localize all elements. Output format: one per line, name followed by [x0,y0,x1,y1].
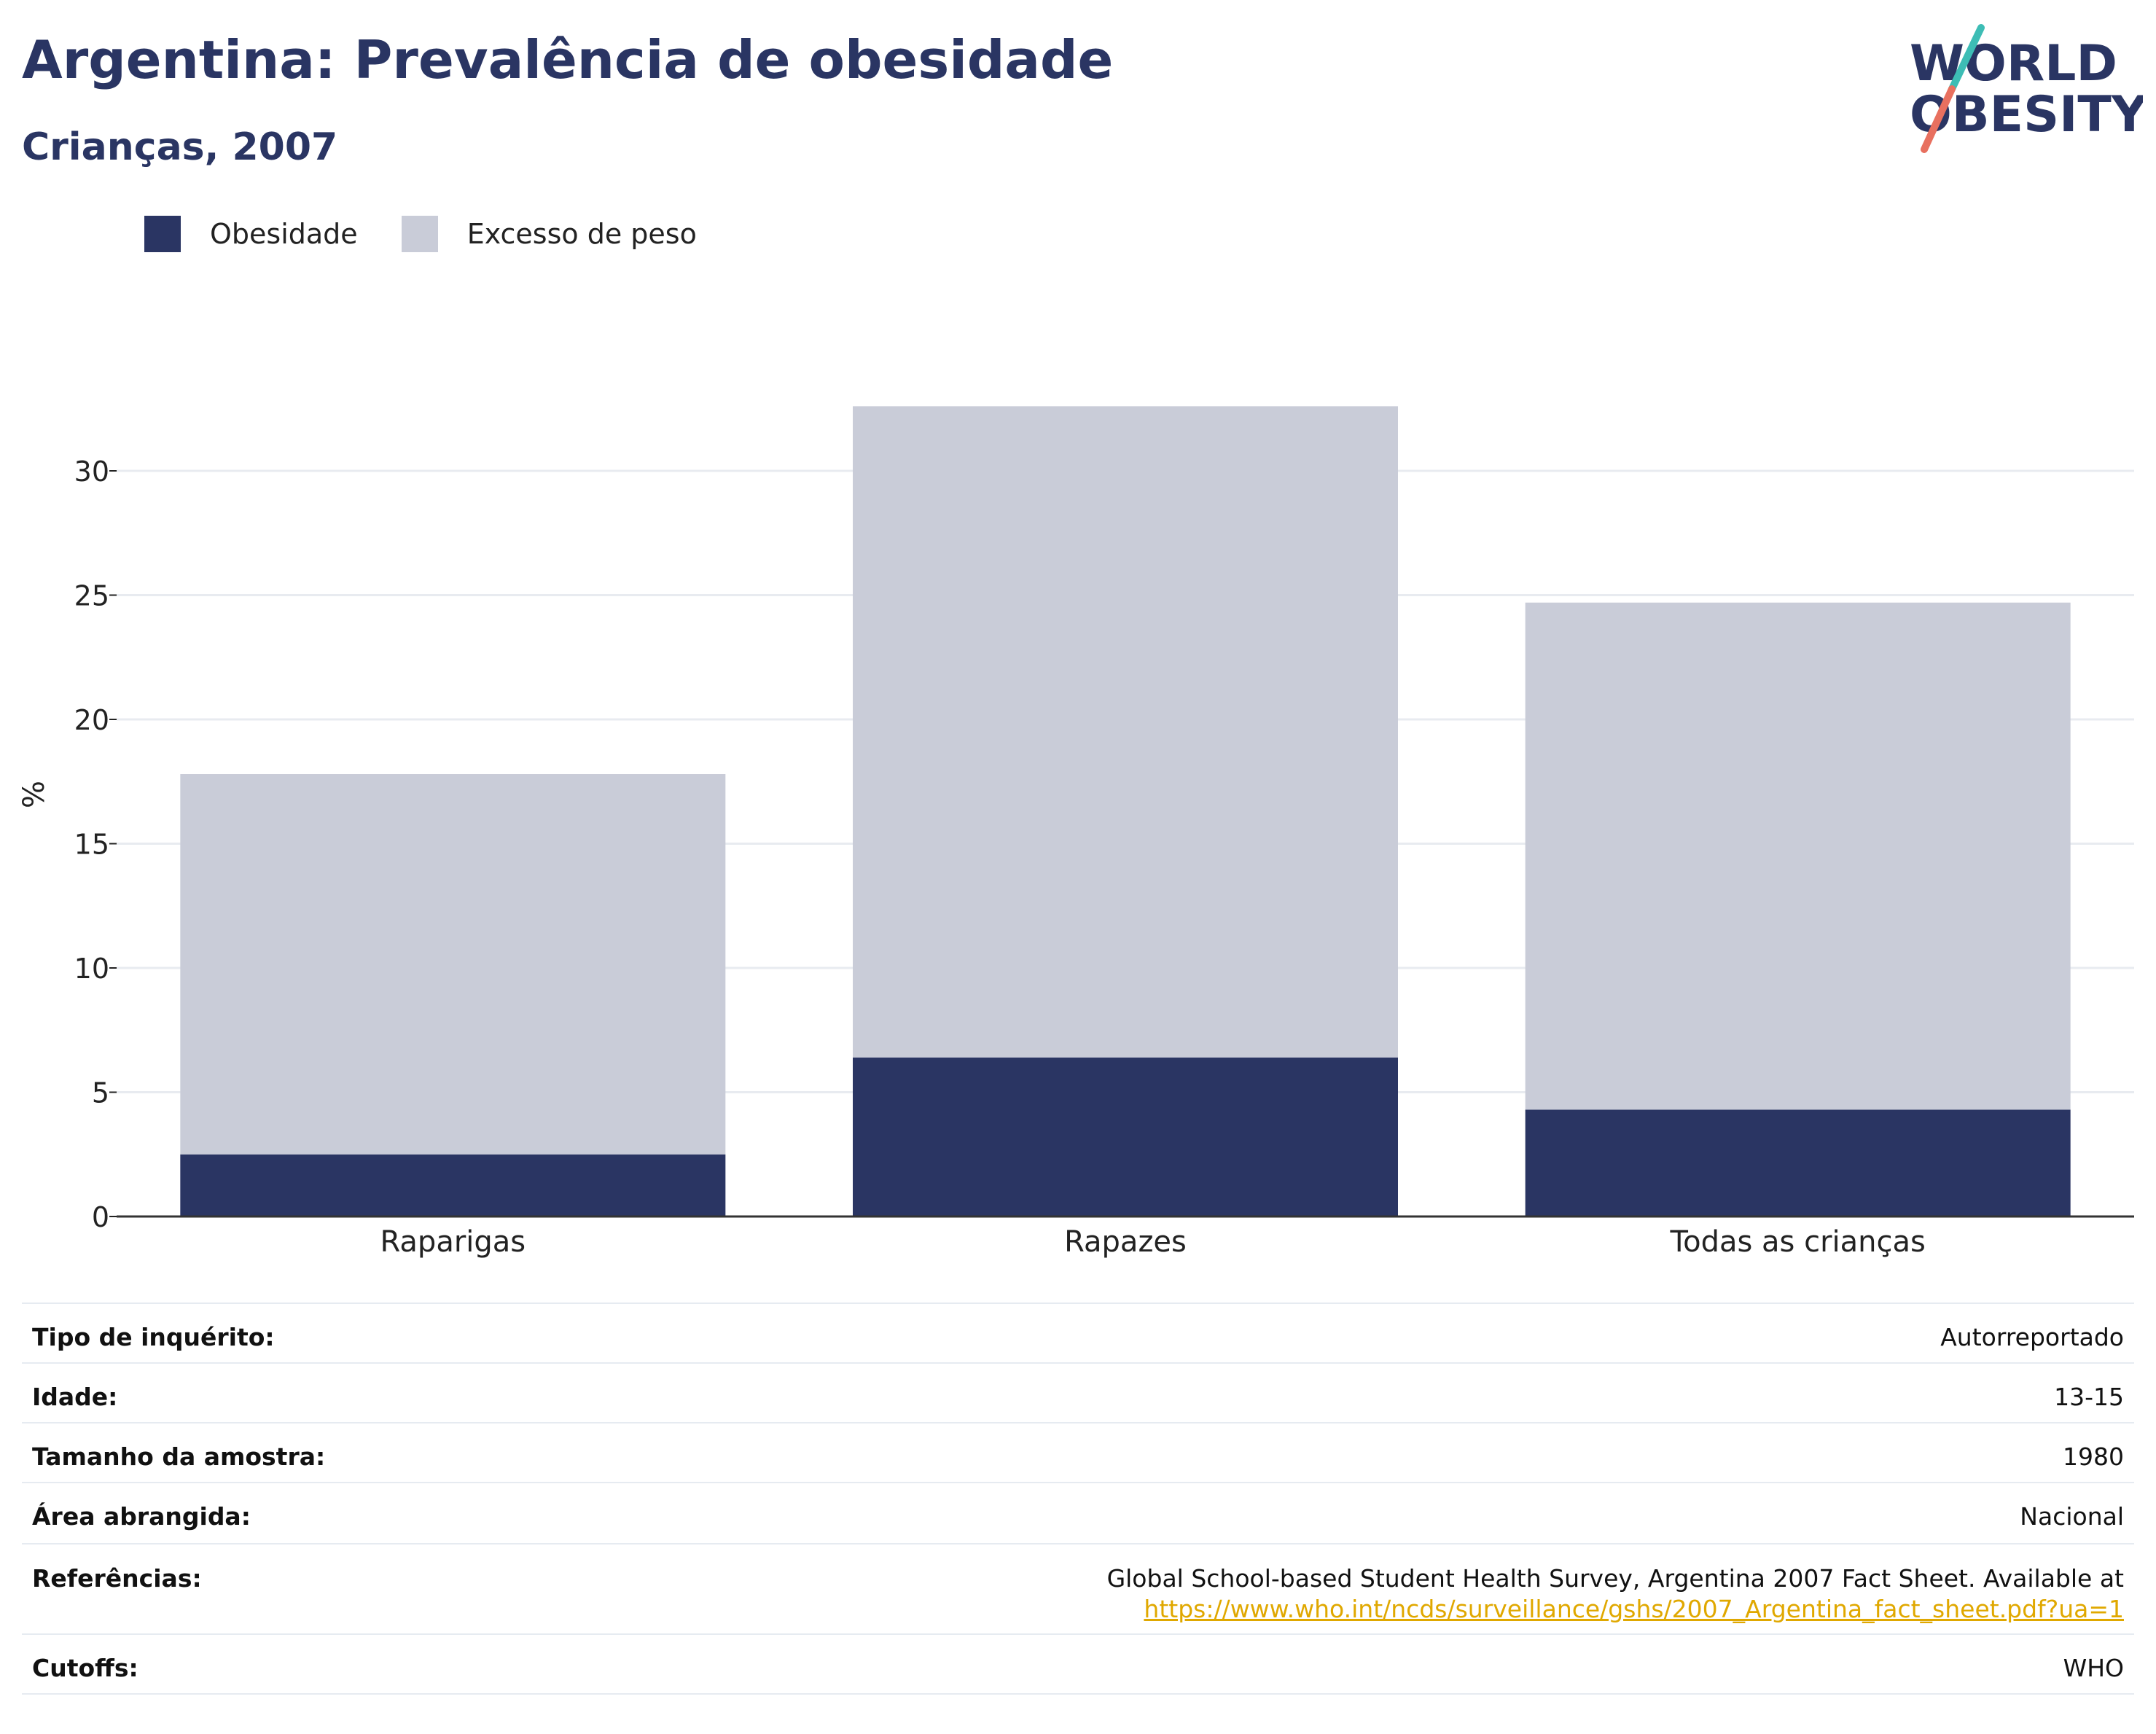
info-row-age: Idade: 13-15 [22,1362,2134,1423]
bar-chart: 0 5 10 15 20 25 30 Raparigas Rapazes Todas as cri… [17,406,2134,1259]
info-row-references: Referências: Global School-based Student… [22,1543,2134,1635]
area-label: Área abrangida: [22,1482,512,1544]
legend-item-obesity[interactable]: Obesidade [144,216,358,252]
y-tick-label-30: 30 [74,456,109,488]
logo-stroke-teal [1948,24,1985,93]
area-value: Nacional [512,1482,2134,1544]
axis-layer: 0 5 10 15 20 25 30 Raparigas Rapazes Todas as cri… [74,456,2134,1259]
page-title: Argentina: Prevalência de obesidade [22,29,1114,90]
logo-stroke-coral [1921,85,1956,153]
cutoffs-value: WHO [512,1633,2134,1695]
age-value: 13-15 [512,1362,2134,1423]
y-tick-label-15: 15 [74,829,109,861]
bar-obesity-2[interactable] [853,1057,1398,1216]
y-tick-label-25: 25 [74,580,109,612]
sample-size-value: 1980 [512,1422,2134,1483]
info-row-cutoffs: Cutoffs: WHO [22,1633,2134,1695]
survey-info-table: Tipo de inquérito: Autorreportado Idade:… [22,1303,2134,1695]
y-tick-label-20: 20 [74,704,109,736]
bar-layer [180,406,2071,1216]
references-link[interactable]: https://www.who.int/ncds/surveillance/gs… [1144,1595,2124,1623]
x-tick-label-2: Rapazes [1064,1225,1187,1259]
legend-swatch-obesity [144,216,181,252]
bar-overweight-2[interactable] [853,406,1398,1058]
y-axis-label: % [17,781,51,808]
y-tick-label-5: 5 [92,1077,109,1109]
legend-label-overweight: Excesso de peso [466,218,697,250]
x-tick-label-1: Raparigas [380,1225,526,1259]
page-subtitle: Crianças, 2007 [22,125,338,169]
info-row-survey-type: Tipo de inquérito: Autorreportado [22,1303,2134,1364]
y-tick-label-0: 0 [92,1201,109,1233]
cutoffs-label: Cutoffs: [22,1633,512,1695]
world-obesity-logo: WORLD OBESITY [1910,24,2143,153]
references-text: Global School-based Student Health Surve… [1106,1564,2124,1593]
legend-item-overweight[interactable]: Excesso de peso [401,216,697,252]
references-value: Global School-based Student Health Surve… [512,1543,2134,1635]
chart-legend: Obesidade Excesso de peso [144,216,741,252]
bar-overweight-1[interactable] [180,774,726,1155]
logo-text-world: WORLD [1910,35,2117,93]
info-row-area: Área abrangida: Nacional [22,1482,2134,1544]
survey-type-value: Autorreportado [512,1303,2134,1364]
bar-obesity-1[interactable] [180,1154,726,1216]
references-label: Referências: [22,1543,512,1635]
sample-size-label: Tamanho da amostra: [22,1422,512,1483]
legend-swatch-overweight [401,216,438,252]
bar-obesity-3[interactable] [1525,1109,2071,1216]
y-tick-label-10: 10 [74,953,109,985]
x-tick-label-3: Todas as crianças [1669,1225,1925,1259]
survey-type-label: Tipo de inquérito: [22,1303,512,1364]
legend-label-obesity: Obesidade [210,218,358,250]
age-label: Idade: [22,1362,512,1423]
bar-overweight-3[interactable] [1525,602,2071,1110]
info-row-sample-size: Tamanho da amostra: 1980 [22,1422,2134,1483]
